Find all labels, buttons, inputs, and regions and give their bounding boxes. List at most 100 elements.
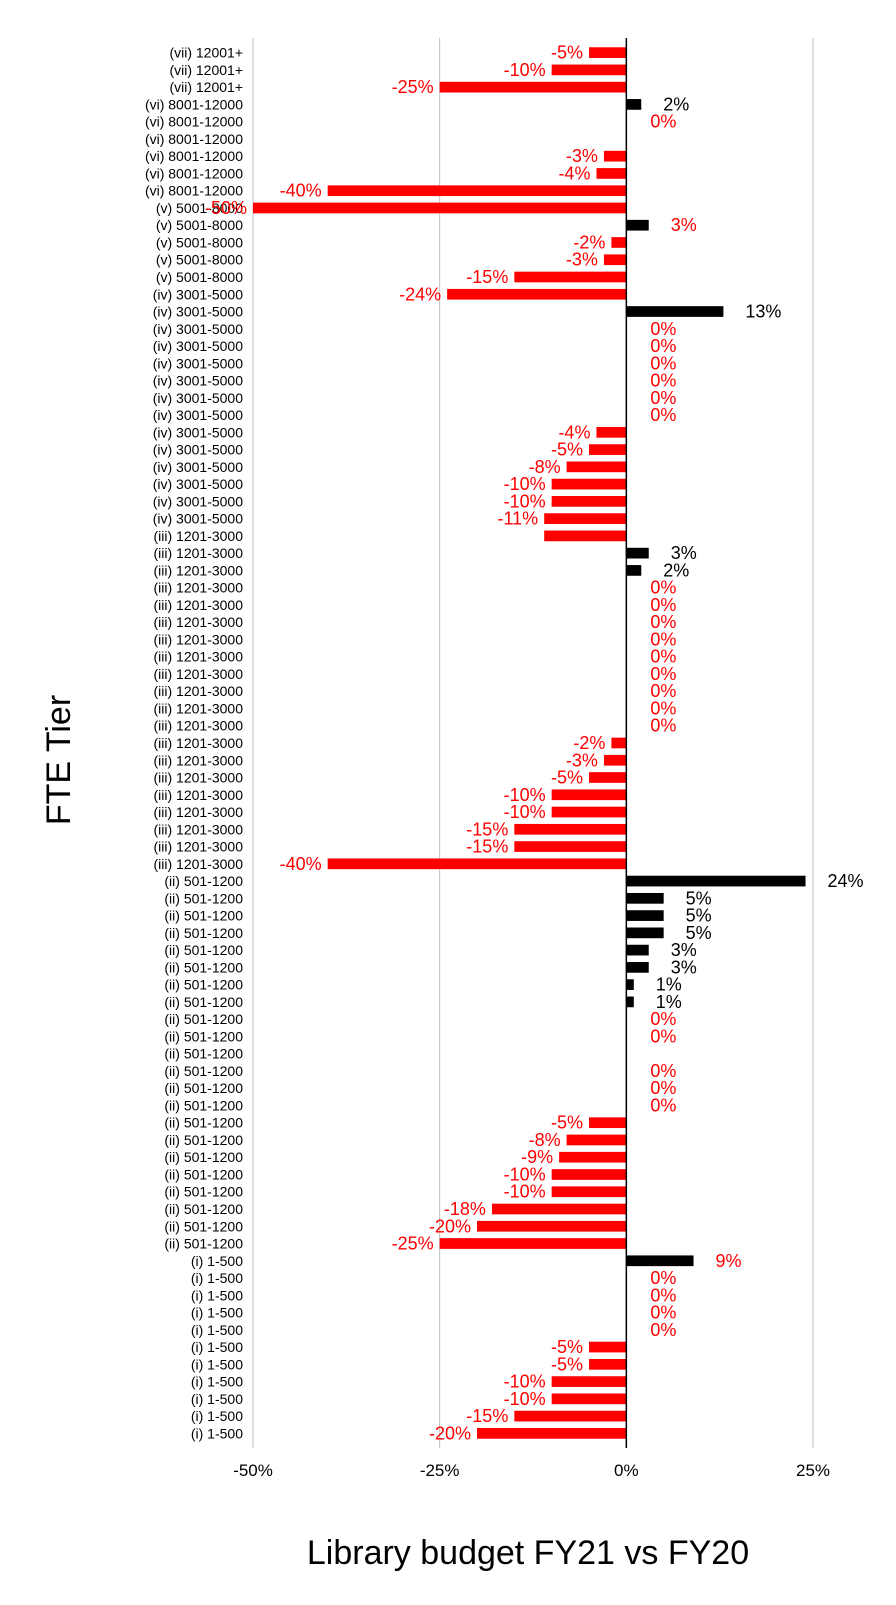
category-label: (iv) 3001-5000 xyxy=(153,373,243,389)
bar xyxy=(566,461,627,473)
data-label: 0% xyxy=(650,405,676,425)
data-label: 13% xyxy=(745,302,781,322)
category-label: (ii) 501-1200 xyxy=(164,1184,243,1200)
category-label: (iii) 1201-3000 xyxy=(154,614,244,630)
bar xyxy=(551,496,627,507)
category-label: (iii) 1201-3000 xyxy=(154,649,244,665)
category-label: (i) 1-500 xyxy=(191,1322,243,1338)
category-label: (ii) 501-1200 xyxy=(164,977,243,993)
data-label: -8% xyxy=(529,457,561,477)
bar xyxy=(626,927,664,939)
data-label: 0% xyxy=(650,1268,676,1288)
data-label: -2% xyxy=(573,733,605,753)
bar xyxy=(611,237,627,248)
bar xyxy=(491,1203,627,1215)
data-label: 24% xyxy=(828,871,864,891)
bar xyxy=(626,944,649,956)
data-label: -5% xyxy=(551,43,583,63)
category-label: (ii) 501-1200 xyxy=(164,890,243,906)
category-label: (ii) 501-1200 xyxy=(164,1201,243,1217)
bar xyxy=(603,754,627,766)
category-label: (vi) 8001-12000 xyxy=(145,131,243,147)
data-label: 5% xyxy=(686,906,712,926)
bar xyxy=(626,892,664,904)
data-label: -15% xyxy=(466,819,508,839)
bar xyxy=(551,1393,627,1405)
data-label: -10% xyxy=(504,785,546,805)
data-label: 3% xyxy=(671,957,697,977)
category-label: (i) 1-500 xyxy=(191,1253,243,1269)
category-label: (i) 1-500 xyxy=(191,1425,243,1441)
category-label: (iv) 3001-5000 xyxy=(153,476,243,492)
data-label: -9% xyxy=(521,1147,553,1167)
data-label: -10% xyxy=(504,60,546,80)
data-label: 0% xyxy=(650,578,676,598)
data-label: -10% xyxy=(504,474,546,494)
category-label: (ii) 501-1200 xyxy=(164,994,243,1010)
data-label: 0% xyxy=(650,371,676,391)
bar xyxy=(626,99,642,110)
category-label: (iii) 1201-3000 xyxy=(154,787,244,803)
data-label: 0% xyxy=(650,1026,676,1046)
category-label: (ii) 501-1200 xyxy=(164,873,243,889)
data-label: -5% xyxy=(551,1354,583,1374)
bar xyxy=(589,772,627,783)
bar xyxy=(253,202,627,214)
category-label: (i) 1-500 xyxy=(191,1356,243,1372)
category-label: (ii) 501-1200 xyxy=(164,1115,243,1131)
data-label: 3% xyxy=(671,543,697,563)
bar xyxy=(551,64,627,76)
x-tick-label: 25% xyxy=(796,1461,830,1480)
category-label: (iv) 3001-5000 xyxy=(153,304,243,320)
category-label: (iii) 1201-3000 xyxy=(154,580,244,596)
bar xyxy=(596,168,627,179)
x-tick-labels: -50% -25% 0% 25% xyxy=(233,1461,830,1480)
data-label: -24% xyxy=(399,284,441,304)
data-label: 5% xyxy=(686,923,712,943)
category-label: (iv) 3001-5000 xyxy=(153,407,243,423)
category-label: (v) 5001-8000 xyxy=(156,252,243,268)
category-label: (iii) 1201-3000 xyxy=(154,528,244,544)
data-label: -5% xyxy=(551,1113,583,1133)
bar xyxy=(611,737,627,749)
category-label: (iii) 1201-3000 xyxy=(154,856,244,872)
category-label: (iii) 1201-3000 xyxy=(154,683,244,699)
bar xyxy=(327,185,627,197)
category-label: (ii) 501-1200 xyxy=(164,942,243,958)
data-label: 0% xyxy=(650,388,676,408)
bar xyxy=(589,47,627,58)
bar xyxy=(626,979,634,990)
category-label: (iii) 1201-3000 xyxy=(154,718,244,734)
data-label: -4% xyxy=(558,163,590,183)
category-label: (v) 5001-8000 xyxy=(156,234,243,250)
data-label: 3% xyxy=(671,215,697,235)
bar xyxy=(514,1410,627,1422)
data-label: 0% xyxy=(650,1285,676,1305)
category-label: (v) 5001-8000 xyxy=(156,200,243,216)
data-label: -15% xyxy=(466,1406,508,1426)
category-label: (iii) 1201-3000 xyxy=(154,562,244,578)
category-label: (iv) 3001-5000 xyxy=(153,338,243,354)
category-label: (iii) 1201-3000 xyxy=(154,804,244,820)
bars xyxy=(253,47,806,1439)
data-label: -8% xyxy=(529,1130,561,1150)
data-label: 2% xyxy=(663,560,689,580)
bar xyxy=(477,1428,627,1439)
category-label: (iii) 1201-3000 xyxy=(154,666,244,682)
data-label: 0% xyxy=(650,319,676,339)
data-label: -15% xyxy=(466,837,508,857)
x-axis-title: Library budget FY21 vs FY20 xyxy=(307,1534,749,1572)
data-label: -3% xyxy=(566,750,598,770)
bar xyxy=(596,426,627,438)
data-label: 0% xyxy=(650,353,676,373)
category-labels: (vii) 12001+(vii) 12001+(vii) 12001+(vi)… xyxy=(145,45,243,1442)
category-label: (i) 1-500 xyxy=(191,1408,243,1424)
data-label: -5% xyxy=(551,1337,583,1357)
data-label: -5% xyxy=(551,768,583,788)
data-label: 9% xyxy=(716,1251,742,1271)
category-label: (ii) 501-1200 xyxy=(164,1097,243,1113)
bar xyxy=(626,910,664,921)
category-label: (vi) 8001-12000 xyxy=(145,114,243,130)
category-label: (iv) 3001-5000 xyxy=(153,355,243,371)
